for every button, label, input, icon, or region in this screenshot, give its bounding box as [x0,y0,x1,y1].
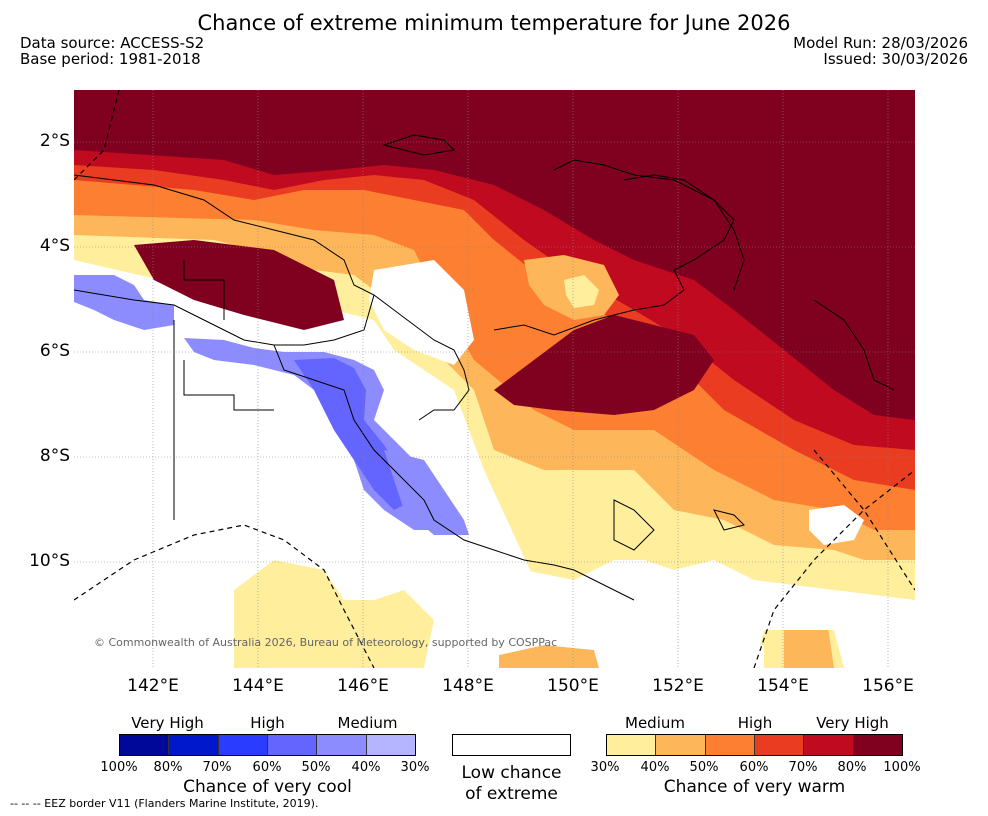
graticule [74,90,915,668]
low-chance-right-gap [809,505,864,545]
lon-label-152e: 152°E [652,676,704,696]
lat-label-6s: 6°S [39,341,70,361]
cool-level-very-high: Very High [131,714,204,732]
low-chance-caption-line2: of extreme [465,784,558,804]
data-source: Data source: ACCESS-S2 [20,34,205,52]
cool-tick-30: 30% [400,760,430,775]
warm-caption: Chance of very warm [663,777,846,797]
low-chance-center [369,260,474,365]
warm-tick-70: 70% [788,760,818,775]
base-period: Base period: 1981-2018 [20,50,201,68]
meta-right: Model Run: 28/03/2026 Issued: 30/03/2026 [793,35,968,67]
low-chance-caption: Low chance of extreme [440,763,583,805]
warm-30-south [234,560,434,668]
cool-swatch-40 [366,735,415,755]
warm-swatch-40 [656,735,706,755]
coastlines [74,134,895,601]
lon-label-142e: 142°E [127,676,179,696]
warm-tick-40: 40% [640,760,670,775]
warm-swatch-70 [804,735,854,755]
cool-40-west [74,275,174,330]
cool-level-high: High [250,714,285,732]
lat-label-4s: 4°S [39,236,70,256]
warm-swatch-60 [754,735,805,755]
warm-swatch-80 [853,735,902,755]
cool-swatch-70 [218,735,268,755]
cool-caption: Chance of very cool [183,777,352,797]
cool-tick-50: 50% [301,760,331,775]
eez-borders [74,90,915,668]
cool-tick-80: 80% [153,760,183,775]
warm-colorbar [606,734,903,756]
low-chance-south [74,330,915,668]
cool-40-south [384,450,469,535]
lon-label-146e: 146°E [337,676,389,696]
cool-50-gulf [294,358,414,510]
warm-level-very-high: Very High [816,714,889,732]
warm-swatch-30 [607,735,657,755]
cool-tick-70: 70% [202,760,232,775]
warm-level-medium: Medium [625,714,685,732]
warm-level-high: High [737,714,773,732]
warm-tick-30: 30% [590,760,620,775]
warm-80-highlands [494,315,714,415]
lon-label-148e: 148°E [442,676,494,696]
warm-tick-60: 60% [739,760,769,775]
lon-label-154e: 154°E [757,676,809,696]
cool-tick-40: 40% [351,760,381,775]
warm-tick-100: 100% [883,760,921,775]
model-run: Model Run: 28/03/2026 [793,34,968,52]
lon-label-144e: 144°E [232,676,284,696]
warm-80-png-main [134,240,344,330]
cool-swatch-100 [120,735,170,755]
forecast-map: © Commonwealth of Australia 2026, Bureau… [74,90,915,668]
map-title: Chance of extreme minimum temperature fo… [197,11,791,35]
issued-date: Issued: 30/03/2026 [823,50,968,68]
lon-label-150e: 150°E [547,676,599,696]
meta-left: Data source: ACCESS-S2 Base period: 1981… [20,35,204,67]
cool-swatch-50 [317,735,367,755]
warm-80-region [74,90,915,420]
cool-level-medium: Medium [337,714,398,732]
cool-tick-100: 100% [100,760,138,775]
lon-label-156e: 156°E [862,676,914,696]
lat-label-8s: 8°S [39,446,70,466]
warm-30-new-britain [564,275,599,308]
cool-swatch-80 [169,735,219,755]
cool-swatch-60 [267,735,318,755]
warm-tick-50: 50% [689,760,719,775]
cool-colorbar [119,734,416,756]
lat-label-10s: 10°S [29,551,70,571]
cool-tick-60: 60% [252,760,282,775]
low-chance-caption-line1: Low chance [461,763,562,783]
warm-40-south [499,645,599,668]
copyright: © Commonwealth of Australia 2026, Bureau… [94,636,557,649]
lat-label-2s: 2°S [39,131,70,151]
low-chance-swatch [452,734,571,756]
warm-swatch-50 [705,735,755,755]
warm-tick-80: 80% [837,760,867,775]
eez-note: -- -- -- EEZ border V11 (Flanders Marine… [10,797,319,810]
